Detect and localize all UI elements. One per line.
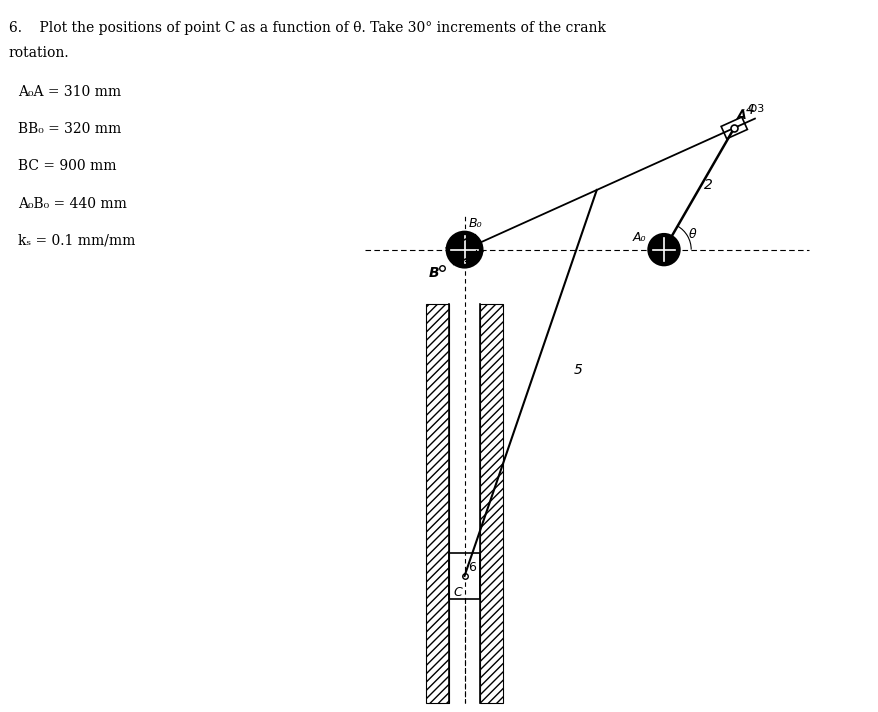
Text: rotation.: rotation.	[9, 46, 69, 61]
Text: A₀B₀ = 440 mm: A₀B₀ = 440 mm	[18, 197, 126, 211]
Text: C: C	[453, 586, 462, 600]
Text: BC = 900 mm: BC = 900 mm	[18, 159, 116, 174]
Text: θ: θ	[688, 229, 695, 241]
Text: B: B	[428, 266, 438, 280]
Text: B₀: B₀	[469, 217, 482, 230]
Bar	[448, 553, 480, 599]
Circle shape	[446, 231, 482, 268]
Text: A₀A = 310 mm: A₀A = 310 mm	[18, 85, 120, 100]
Bar	[480, 304, 502, 703]
Text: A: A	[736, 109, 745, 122]
Text: kₛ = 0.1 mm/mm: kₛ = 0.1 mm/mm	[18, 234, 135, 248]
Text: 5: 5	[573, 363, 582, 377]
Text: 6: 6	[468, 561, 476, 575]
Text: BB₀ = 320 mm: BB₀ = 320 mm	[18, 122, 120, 137]
Bar	[426, 304, 448, 703]
Text: 6.    Plot the positions of point C as a function of θ. Take 30° increments of t: 6. Plot the positions of point C as a fu…	[9, 21, 605, 36]
Text: 2: 2	[703, 178, 712, 192]
Text: A₀: A₀	[631, 231, 645, 244]
Circle shape	[647, 234, 679, 266]
Text: - O3: - O3	[740, 104, 764, 114]
Text: 4: 4	[745, 103, 754, 117]
